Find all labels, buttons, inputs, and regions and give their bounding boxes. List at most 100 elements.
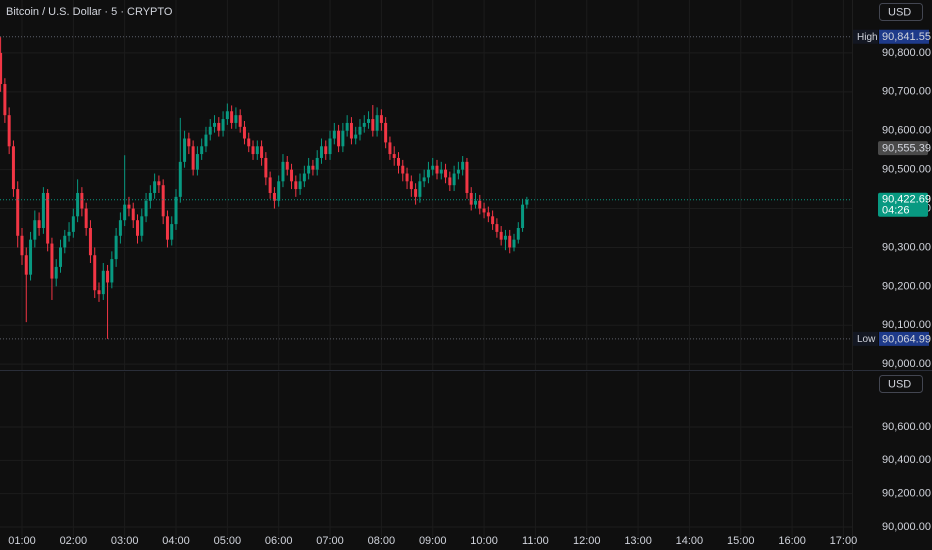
candle-body [461,161,465,170]
candle-body [469,192,473,205]
candle-body [516,227,520,240]
candle-body [20,235,24,256]
candle-body [332,130,336,139]
last-price-box [878,192,928,217]
candle-body [272,192,276,201]
candle-body [3,84,7,116]
candle-body [127,204,131,209]
currency-button-label[interactable]: USD [888,6,911,18]
candle-body [7,115,11,147]
x-tick-label: 04:00 [162,535,190,547]
marker-name: High [857,32,878,43]
candle-body [349,122,353,139]
y-tick-label: 90,700.00 [882,86,931,98]
candle-body [174,196,178,225]
candle-body [200,146,204,155]
candle-body [97,290,101,295]
marker-value: 90,841.55 [882,31,931,43]
candle-body [136,220,140,236]
candle-body [341,130,345,147]
candle-body [392,154,396,158]
symbol-title: Bitcoin / U.S. Dollar · 5 · CRYPTO [6,6,173,18]
currency-button-label[interactable]: USD [888,378,911,390]
x-tick-label: 02:00 [60,535,88,547]
y-tick-label: 90,000.00 [882,521,931,533]
candle-body [311,165,315,170]
x-tick-label: 09:00 [419,535,447,547]
candle-body [84,208,88,228]
candle-body [101,270,105,295]
currency-button[interactable] [879,3,923,21]
y-tick-label: 90,000.00 [882,358,931,370]
candle-body [495,224,499,232]
candle-body [140,216,144,236]
marker-value: 90,064.99 [882,333,931,345]
candle-body [478,200,482,209]
candle-body [444,169,448,178]
candle-body [260,146,264,158]
x-tick-label: 16:00 [778,535,806,547]
x-tick-label: 05:00 [214,535,242,547]
candle-body [384,122,388,143]
candle-body [37,220,41,228]
candle-body [525,199,529,205]
candle-body [474,200,478,205]
candle-body [178,161,182,197]
candle-body [157,181,161,186]
candle-body [63,235,67,248]
candle-body [88,227,92,256]
candle-body [367,119,371,123]
candle-body [76,192,80,217]
candle-body [255,146,259,155]
candle-body [46,192,50,244]
x-tick-label: 15:00 [727,535,755,547]
candle-body [431,165,435,170]
candle-body [452,173,456,186]
candle-body [93,255,97,291]
y-tick-label: 90,500.00 [882,164,931,176]
marker-value-box [879,29,929,44]
candle-body [106,270,110,283]
x-tick-label: 11:00 [522,535,549,547]
currency-button[interactable] [879,375,923,393]
marker-name: Low [857,334,876,345]
candle-body [50,243,54,279]
y-tick-label: 90,400.00 [882,454,931,466]
x-tick-label: 07:00 [316,535,344,547]
candle-body [388,142,392,155]
candle-body [422,177,426,182]
y-tick-label: 90,600.00 [882,125,931,137]
x-tick-label: 17:00 [830,535,858,547]
x-tick-label: 06:00 [265,535,293,547]
candle-body [396,157,400,166]
candle-body [183,138,187,162]
candle-body [456,169,460,174]
candle-body [371,119,375,131]
candle-body [204,134,208,147]
candle-body [118,220,122,236]
candle-body [238,115,242,127]
candle-body [195,154,199,170]
grid [0,0,852,537]
candle-body [153,181,157,193]
candle-body [491,216,495,225]
candle-body [131,208,135,221]
y-tick-label: 90,100.00 [882,319,931,331]
candle-body [16,189,20,236]
candle-body [29,239,33,275]
candle-body [362,122,366,127]
candle-body [508,235,512,248]
candle-body [302,173,306,182]
candle-body [503,235,507,240]
candle-body [41,192,45,228]
marks [0,36,852,340]
y-tick-label: 90,300.00 [882,241,931,253]
candle-body [217,122,221,131]
candle-body [319,146,323,158]
candle-body [439,169,443,174]
candle-body [298,181,302,190]
x-tick-label: 10:00 [470,535,498,547]
y-tick-label: 90,800.00 [882,47,931,59]
candle-body [414,189,418,197]
candle-body [486,212,490,217]
